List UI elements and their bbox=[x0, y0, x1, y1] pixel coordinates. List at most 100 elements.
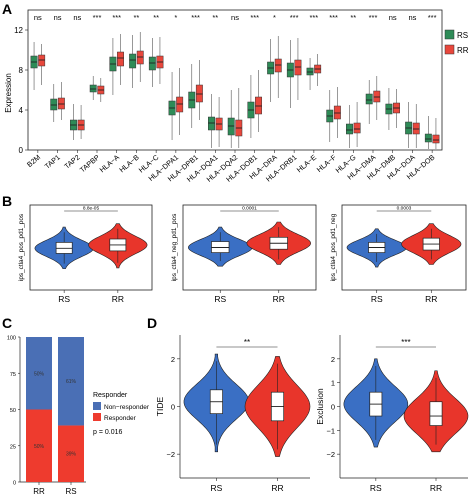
panel-label-b: B bbox=[2, 193, 12, 209]
significance-label: ns bbox=[73, 13, 81, 22]
bar-label-non-responder: 50% bbox=[34, 371, 45, 377]
significance-label: ** bbox=[244, 338, 250, 347]
x-tick-label: RS bbox=[370, 483, 382, 493]
pvalue-label: 0.0003 bbox=[397, 206, 412, 212]
panel-label-d: D bbox=[147, 315, 157, 331]
subplot-ylabel: TIDE bbox=[155, 396, 165, 416]
panel-b-subplot-2: ips_ctla4_neg_pd1_pos 0.0001 RS RR bbox=[171, 204, 317, 304]
subplot-ylabel: Exclusion bbox=[315, 388, 325, 425]
subplot-frame bbox=[29, 204, 153, 291]
y-tick-label: 0 bbox=[13, 481, 16, 487]
bar-label-responder: 50% bbox=[34, 444, 45, 450]
y-tick-label: 2 bbox=[331, 355, 335, 364]
significance-label: ** bbox=[153, 13, 159, 22]
legend-responder-label: Responder bbox=[104, 415, 137, 422]
x-tick-label: RR bbox=[271, 483, 283, 493]
panel-c-pvalue: p = 0.016 bbox=[93, 429, 122, 436]
box-rr bbox=[176, 96, 184, 113]
box-rr bbox=[294, 59, 302, 76]
significance-label: ns bbox=[54, 13, 62, 22]
box-rr bbox=[333, 105, 341, 120]
panel-a-boxplot: Expression RS RR 04812B2MnsTAP1nsTAP2nsT… bbox=[4, 9, 469, 184]
y-tick-label: 12 bbox=[14, 26, 23, 35]
significance-label: *** bbox=[290, 13, 299, 22]
bar-responder bbox=[26, 409, 52, 482]
significance-label: *** bbox=[191, 13, 200, 22]
panel-b-subplot-3: ips_ctla4_pos_pd1_neg 0.0003 RS RR bbox=[330, 204, 467, 304]
legend-non-responder-label: Non−responder bbox=[104, 404, 150, 411]
significance-label: *** bbox=[309, 13, 318, 22]
significance-label: *** bbox=[250, 13, 259, 22]
bar-label-non-responder: 61% bbox=[66, 379, 77, 385]
panel-c-stacked-bar: Responder Non−responder Responder p = 0.… bbox=[7, 336, 150, 497]
x-tick-label: RR bbox=[425, 294, 437, 304]
x-tick-label: RR bbox=[33, 487, 45, 496]
legend-responder-swatch bbox=[93, 413, 101, 421]
legend-rr-swatch bbox=[444, 44, 455, 55]
panel-b-subplot-1: ips_ctla4_pos_pd1_pos 8.8e-05 RS RR bbox=[18, 204, 153, 304]
bar-label-responder: 39% bbox=[66, 452, 77, 458]
box-rs bbox=[306, 67, 314, 76]
box-rs bbox=[89, 84, 97, 93]
significance-label: *** bbox=[401, 338, 410, 347]
box-rr bbox=[274, 58, 282, 73]
pvalue-label: 0.0001 bbox=[242, 206, 257, 212]
panel-d-subplot-2: −2 −1 0 1 2 Exclusion *** RS RR bbox=[315, 335, 469, 493]
y-tick-label: 100 bbox=[7, 336, 16, 342]
y-tick-label: 0 bbox=[19, 146, 24, 155]
legend-non-responder-swatch bbox=[93, 402, 101, 410]
panel-c-legend-title: Responder bbox=[93, 392, 128, 399]
subplot-ylabel: ips_ctla4_pos_pd1_neg bbox=[330, 213, 337, 281]
box-rs bbox=[346, 123, 353, 135]
panel-d-violins: −2 0 2 TIDE ** RS RR −2 −1 0 1 2 Exclusion *** RS RR bbox=[155, 335, 469, 493]
box-rs bbox=[424, 133, 432, 143]
significance-label: ns bbox=[408, 13, 416, 22]
y-tick-label: 50 bbox=[10, 408, 16, 414]
panel-d-subplot-1: −2 0 2 TIDE ** RS RR bbox=[155, 335, 311, 493]
bar-non-responder bbox=[58, 337, 84, 426]
significance-label: ** bbox=[134, 13, 140, 22]
box-rs bbox=[365, 93, 373, 105]
significance-label: *** bbox=[369, 13, 378, 22]
box-rr bbox=[432, 134, 440, 144]
x-tick-label: RR bbox=[430, 483, 442, 493]
panel-label-c: C bbox=[2, 315, 12, 331]
box-rr bbox=[412, 122, 420, 135]
box-rs bbox=[148, 56, 156, 71]
significance-label: *** bbox=[428, 13, 437, 22]
x-tick-label: B2M bbox=[25, 153, 42, 169]
box-rs bbox=[227, 117, 235, 136]
significance-label: *** bbox=[329, 13, 338, 22]
x-tick-label: TAP1 bbox=[43, 153, 62, 171]
y-tick-label: 0 bbox=[331, 403, 335, 412]
significance-label: *** bbox=[112, 13, 121, 22]
subplot-ylabel: ips_ctla4_neg_pd1_pos bbox=[171, 214, 178, 282]
subplot-frame bbox=[341, 204, 467, 291]
legend-rs-label: RS bbox=[457, 31, 468, 40]
y-tick-label: −2 bbox=[326, 450, 335, 459]
box-rr bbox=[255, 96, 262, 115]
panel-a-frame bbox=[27, 9, 443, 151]
legend-rr-label: RR bbox=[457, 46, 469, 55]
subplot-frame bbox=[182, 204, 317, 291]
y-tick-label: 75 bbox=[10, 372, 16, 378]
bar-responder bbox=[58, 425, 84, 482]
y-tick-label: 2 bbox=[171, 355, 175, 364]
box-rs bbox=[129, 53, 137, 69]
x-tick-label: RR bbox=[112, 294, 124, 304]
x-tick-label: HLA−B bbox=[117, 153, 141, 175]
panel-a-legend: RS RR bbox=[444, 29, 469, 55]
x-tick-label: HLA−A bbox=[98, 153, 122, 175]
significance-label: ** bbox=[350, 13, 356, 22]
panel-a-ylabel: Expression bbox=[4, 73, 13, 113]
y-tick-label: 8 bbox=[19, 66, 24, 75]
x-tick-label: RS bbox=[214, 294, 226, 304]
y-tick-label: 0 bbox=[171, 403, 175, 412]
box-rr bbox=[136, 50, 144, 65]
significance-label: ns bbox=[389, 13, 397, 22]
significance-label: * bbox=[273, 13, 276, 22]
x-tick-label: RR bbox=[273, 294, 285, 304]
x-tick-label: RS bbox=[65, 487, 76, 496]
